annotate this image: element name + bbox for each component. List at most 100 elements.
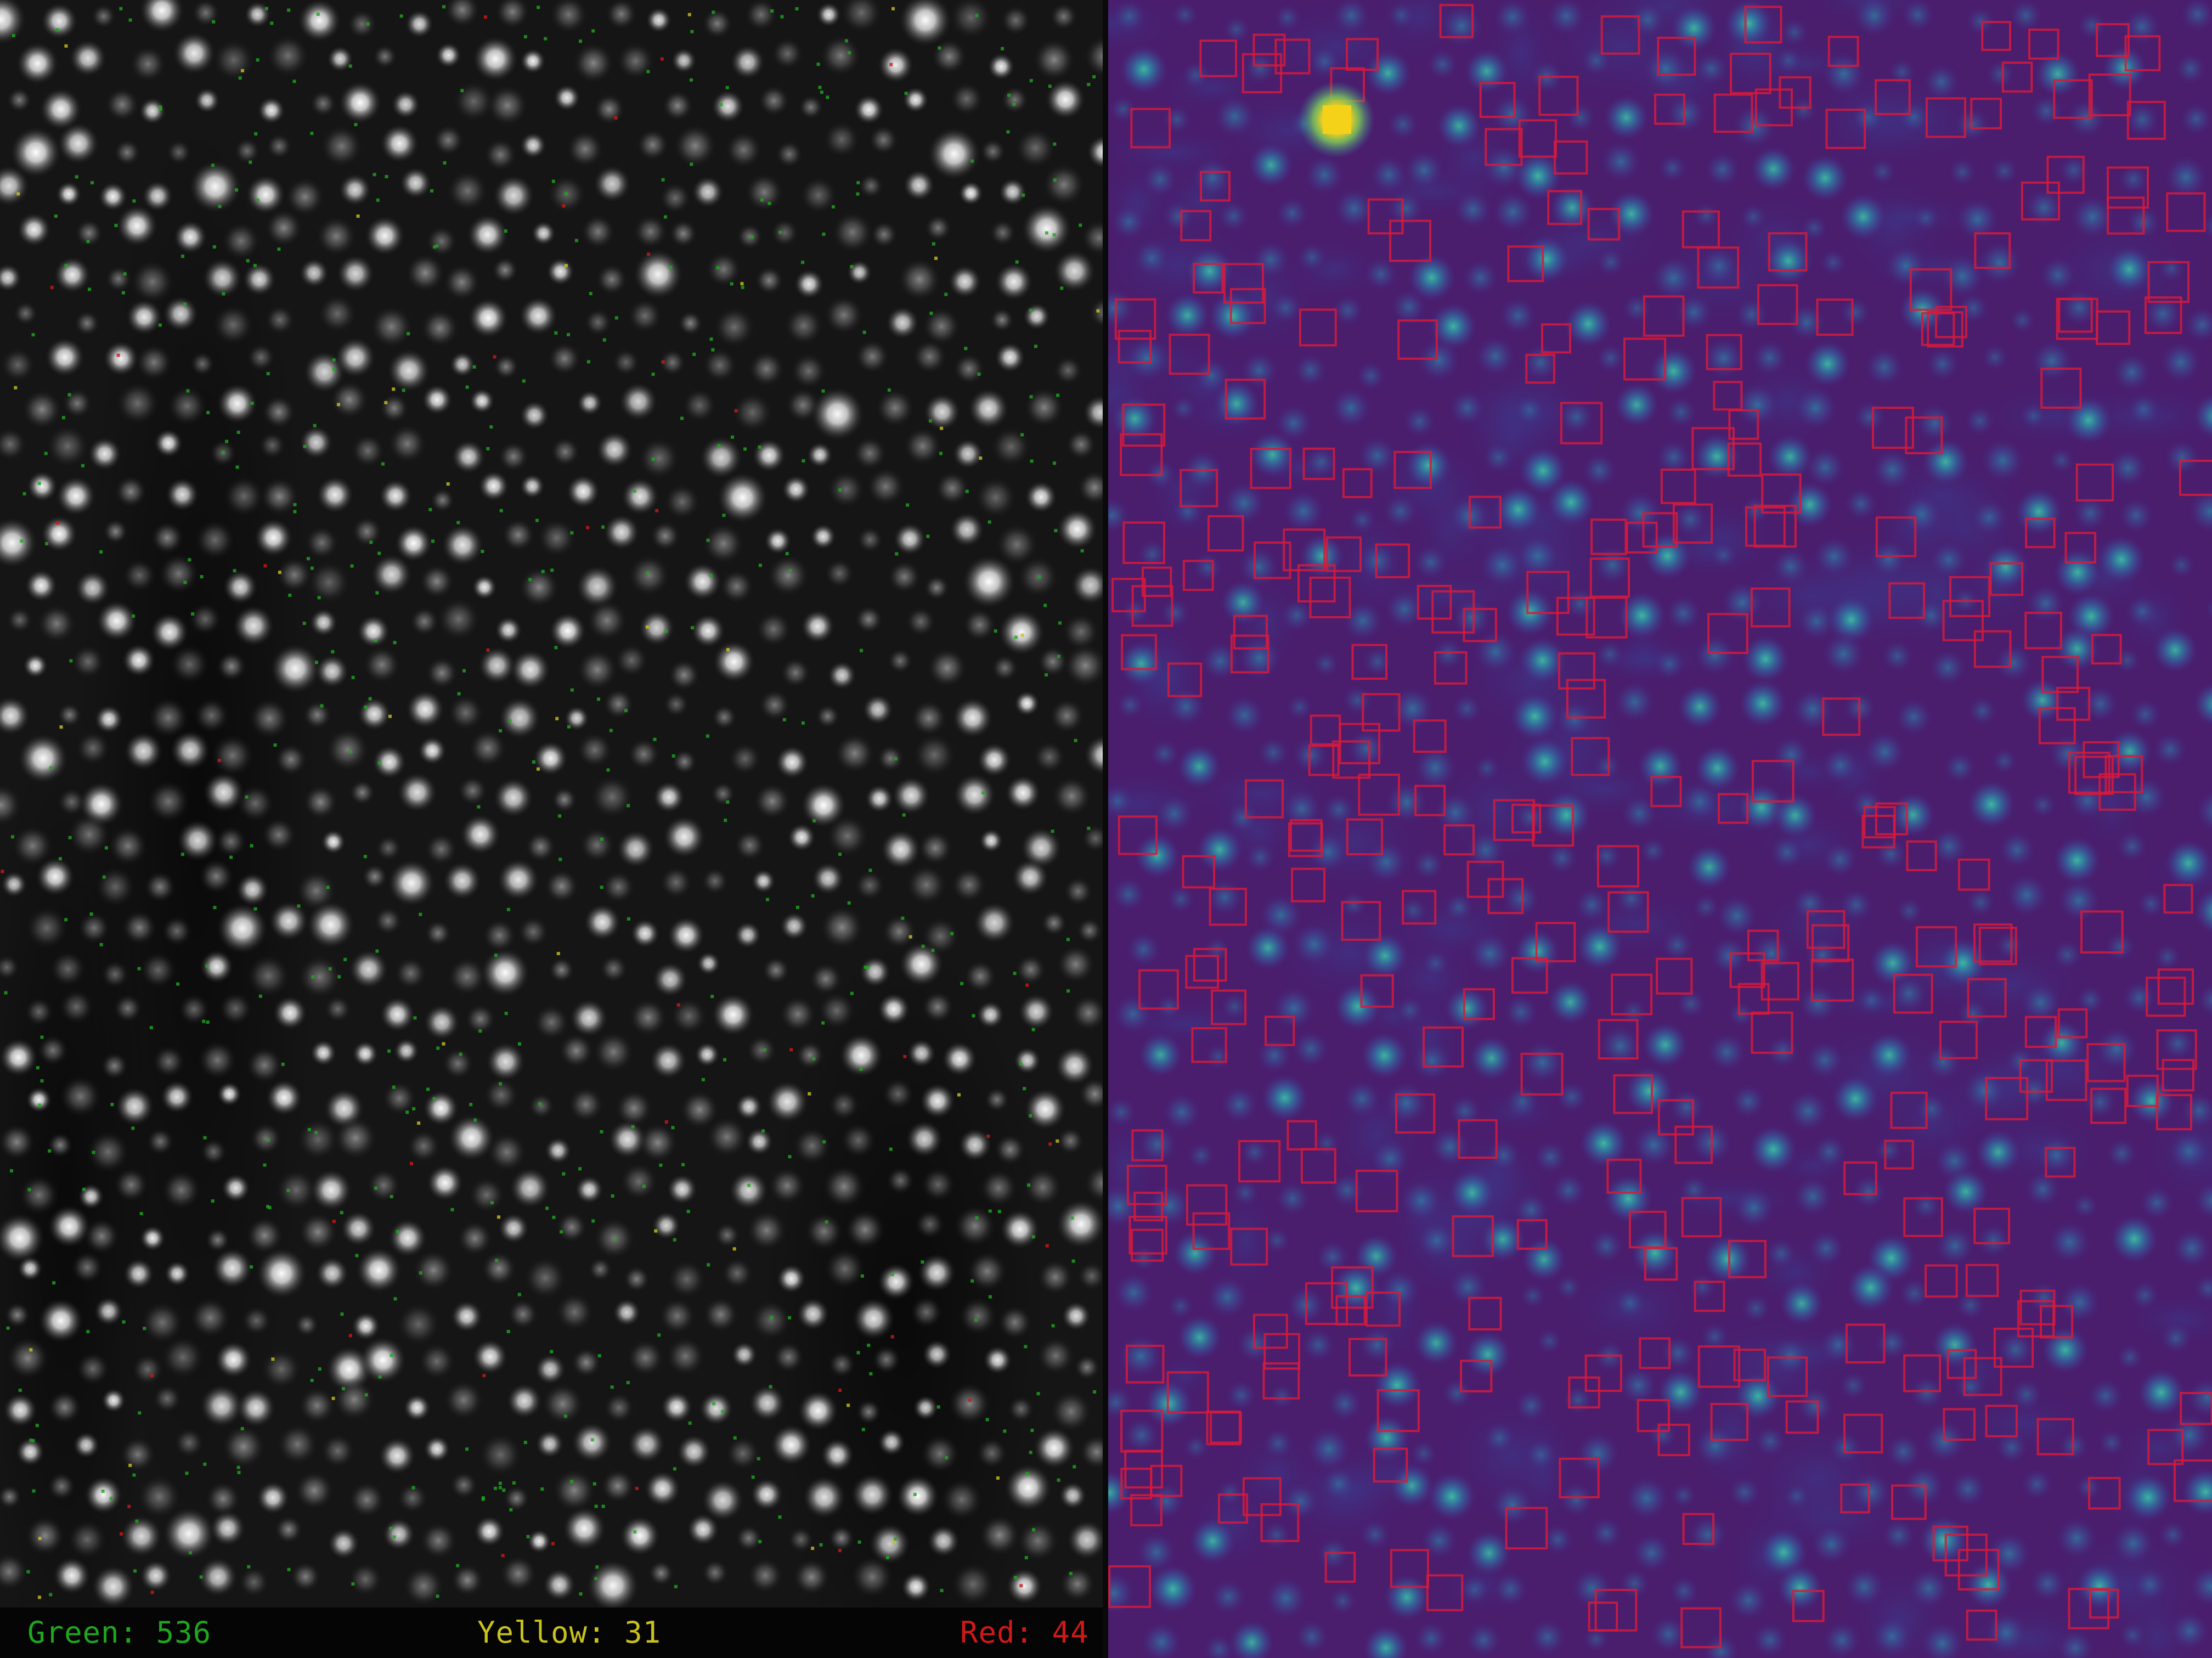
cell-spot	[834, 732, 876, 774]
cell-spot	[1004, 1463, 1053, 1512]
cell-glow	[1942, 749, 1978, 786]
marker-dot	[932, 242, 935, 246]
marker-dot	[392, 387, 396, 391]
cell-glow	[1386, 189, 1425, 228]
cell-glow	[1795, 1385, 1836, 1426]
cell-spot	[951, 867, 987, 903]
cell-spot	[348, 949, 389, 990]
cell-glow	[1981, 542, 2030, 592]
cell-spot	[450, 1564, 484, 1597]
cell-glow	[1650, 254, 1697, 302]
cell-spot	[619, 1162, 658, 1201]
marker-dot	[16, 192, 20, 196]
detection-box	[1397, 319, 1438, 360]
cell-glow	[1473, 334, 1517, 379]
cell-glow	[1398, 895, 1429, 926]
cell-spots	[0, 0, 1106, 1608]
marker-dot	[563, 1414, 567, 1418]
cell-spot	[588, 1257, 612, 1282]
cell-spot	[569, 999, 608, 1037]
cell-spot	[13, 301, 38, 326]
cell-glow	[2018, 980, 2063, 1025]
marker-dot	[812, 1057, 816, 1061]
detection-box	[1443, 824, 1475, 856]
marker-dot	[717, 444, 721, 448]
cell-spot	[298, 955, 342, 999]
cell-spot	[424, 920, 452, 947]
cell-glow	[1594, 639, 1626, 670]
marker-dot	[820, 91, 823, 94]
marker-dot	[1030, 459, 1034, 463]
detection-box	[1131, 1129, 1164, 1161]
marker-dot	[811, 894, 815, 898]
cell-spot	[1053, 356, 1083, 385]
marker-dot	[921, 944, 925, 948]
cell-glow	[1708, 934, 1751, 977]
cell-spot	[612, 1298, 641, 1327]
detection-box	[1393, 450, 1432, 489]
cell-spot	[1078, 1078, 1106, 1110]
cell-spot	[115, 1086, 155, 1126]
cell-glow	[1485, 1137, 1522, 1174]
cell-glow	[1675, 683, 1724, 731]
marker-dot	[50, 285, 54, 289]
cell-spot	[139, 951, 177, 989]
detection-box	[1434, 651, 1468, 685]
marker-dot	[647, 252, 651, 256]
cell-glow	[1491, 1570, 1530, 1609]
cell-glow	[1227, 1618, 1276, 1658]
cell-spot	[394, 957, 427, 990]
cell-glow	[1412, 1318, 1460, 1367]
cell-glow	[1630, 1531, 1673, 1575]
marker-dot	[857, 1540, 861, 1544]
marker-dot	[67, 393, 71, 397]
marker-dot	[277, 247, 281, 251]
cell-glow	[1806, 1228, 1847, 1268]
marker-dot	[1024, 1345, 1028, 1349]
marker-dot	[1013, 972, 1017, 975]
cell-glow	[1948, 1468, 1988, 1509]
marker-dot	[268, 1206, 272, 1210]
marker-dot	[337, 975, 341, 979]
detection-box	[1942, 600, 1984, 641]
marker-dot	[743, 447, 747, 451]
hotspot	[1298, 81, 1375, 158]
marker-dot	[473, 1118, 477, 1122]
marker-dot	[664, 1120, 668, 1124]
cell-spot	[501, 518, 535, 552]
marker-dot	[890, 1273, 894, 1277]
marker-dot	[256, 58, 259, 62]
detection-box	[1262, 1362, 1300, 1400]
marker-dot	[921, 1260, 924, 1264]
cell-glow	[2046, 1219, 2093, 1266]
detection-box	[1957, 858, 1990, 891]
marker-dot	[906, 503, 910, 507]
detection-box	[1169, 334, 1210, 375]
marker-dot	[597, 697, 600, 701]
cell-spot	[46, 424, 89, 468]
cell-spot	[701, 1479, 744, 1522]
cell-spot	[49, 950, 86, 988]
cell-spot	[447, 694, 484, 731]
cell-glow	[1966, 695, 1999, 728]
marker-dot	[1087, 83, 1091, 86]
cell-spot	[138, 97, 166, 125]
cell-spot	[394, 524, 433, 562]
cell-spot	[528, 1092, 555, 1119]
cell-glow	[1202, 1633, 1236, 1658]
cell-spot	[882, 1078, 915, 1110]
marker-dot	[127, 1504, 131, 1508]
cell-glow	[2159, 1321, 2193, 1356]
detection-box	[1209, 888, 1247, 926]
detection-box	[1559, 1457, 1600, 1499]
detection-box	[1558, 652, 1595, 690]
cell-spot	[449, 351, 476, 377]
marker-dot	[218, 205, 222, 208]
marker-dot	[114, 224, 118, 227]
marker-dot	[1030, 1429, 1034, 1433]
marker-dot	[856, 192, 860, 196]
cell-spot	[719, 569, 754, 604]
detection-box	[1324, 1552, 1356, 1583]
detection-box	[2019, 1059, 2053, 1093]
cell-spot	[194, 87, 221, 114]
